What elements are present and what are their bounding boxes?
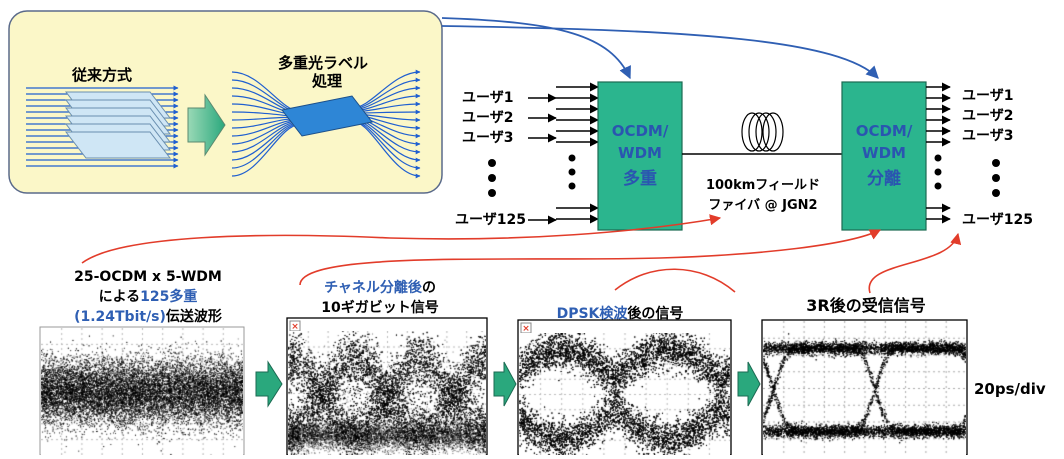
inset-step-arrow xyxy=(187,93,226,157)
caption-regen: 3R後の受信信号 xyxy=(806,296,925,315)
output-user-3: ユーザ3 xyxy=(962,128,1013,144)
svg-text:チャネル分離後の: チャネル分離後の xyxy=(324,279,436,296)
output-user-2: ユーザ2 xyxy=(962,108,1013,124)
step-arrows xyxy=(255,360,761,408)
mux-line2: WDM xyxy=(618,144,662,162)
caption-transmit: 25-OCDM x 5-WDM による125多重 (1.24Tbit/s)伝送波… xyxy=(74,269,222,325)
fiber-line1: 100kmフィールド xyxy=(706,178,820,193)
fiber-line2: ファイバ @ JGN2 xyxy=(708,198,817,213)
red-arrows xyxy=(81,214,962,294)
input-users: ユーザ1 ユーザ2 ユーザ3 ユーザ125 xyxy=(455,90,557,228)
demux-box: OCDM/ WDM 分離 xyxy=(841,81,927,231)
svg-text:×: × xyxy=(291,322,299,332)
svg-text:による125多重: による125多重 xyxy=(99,288,198,305)
blue-arrow-to-mux xyxy=(441,17,631,80)
caption-demux-hl: チャネル分離後 xyxy=(324,279,423,296)
caption-demux: チャネル分離後の 10ギガビット信号 xyxy=(321,279,438,316)
mux-input-arrows xyxy=(556,82,599,224)
eye-diagram-demux xyxy=(288,331,486,455)
mux-line3: 多重 xyxy=(623,168,657,189)
eye-diagram-dpsk xyxy=(519,333,730,455)
caption-dpsk-post: 後の信号 xyxy=(627,305,683,322)
caption-transmit-line3-hl: (1.24Tbit/s) xyxy=(74,309,166,325)
caption-demux-post: の xyxy=(422,280,436,296)
step-arrow-1 xyxy=(255,360,283,408)
input-user-125: ユーザ125 xyxy=(455,212,526,228)
conventional-stack xyxy=(64,91,172,159)
caption-transmit-line2-pre: による xyxy=(99,289,141,305)
proposed-label-line1: 多重光ラベル xyxy=(278,54,368,72)
step-arrow-2 xyxy=(493,361,517,407)
fiber-link: 100kmフィールド ファイバ @ JGN2 xyxy=(682,112,842,213)
svg-text:×: × xyxy=(522,324,530,334)
inset-panel: 従来方式 多重光ラベル 処理 xyxy=(8,10,443,194)
output-user-125: ユーザ125 xyxy=(962,212,1033,228)
caption-dpsk: DPSK検波後の信号 xyxy=(557,305,684,322)
caption-transmit-line1: 25-OCDM x 5-WDM xyxy=(74,269,222,285)
demux-line1: OCDM/ xyxy=(856,122,913,140)
output-user-1: ユーザ1 xyxy=(962,88,1013,104)
conventional-label: 従来方式 xyxy=(71,66,132,84)
demux-line3: 分離 xyxy=(867,168,901,189)
svg-text:(1.24Tbit/s)伝送波形: (1.24Tbit/s)伝送波形 xyxy=(74,308,222,325)
input-user-3: ユーザ3 xyxy=(462,130,513,146)
svg-text:DPSK検波後の信号: DPSK検波後の信号 xyxy=(557,305,684,322)
step-arrow-3 xyxy=(737,361,761,407)
demux-output-arrows xyxy=(926,82,951,224)
blue-arrow-to-demux xyxy=(441,25,879,79)
input-user-1: ユーザ1 xyxy=(462,90,513,106)
caption-dpsk-hl: DPSK検波 xyxy=(557,305,629,322)
caption-transmit-line3-post: 伝送波形 xyxy=(166,308,222,325)
caption-transmit-line2-hl: 125多重 xyxy=(140,288,197,305)
mux-box: OCDM/ WDM 多重 xyxy=(597,81,683,231)
caption-demux-line2: 10ギガビット信号 xyxy=(321,299,438,316)
output-users: ユーザ1 ユーザ2 ユーザ3 ユーザ125 xyxy=(962,88,1033,228)
eye-diagram-regen xyxy=(763,321,966,455)
proposed-plate xyxy=(281,95,373,137)
time-scale-label: 20ps/div xyxy=(974,380,1046,398)
demux-line2: WDM xyxy=(862,144,906,162)
eye-diagram-transmit xyxy=(41,328,243,455)
proposed-label-line2: 処理 xyxy=(311,72,342,90)
mux-line1: OCDM/ xyxy=(612,122,669,140)
input-user-2: ユーザ2 xyxy=(462,110,513,126)
